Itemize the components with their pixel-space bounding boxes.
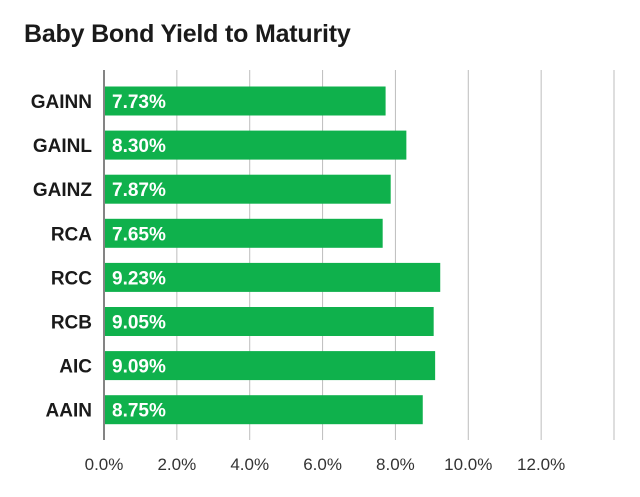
x-tick-label: 10.0% xyxy=(444,455,492,474)
data-label: 7.65% xyxy=(112,224,166,245)
category-labels: GAINN GAINL GAINZ RCA RCC RCB AIC AAIN xyxy=(31,92,93,422)
bar-gainz xyxy=(105,174,391,204)
data-label: 7.87% xyxy=(112,180,166,201)
bar-gainn xyxy=(105,86,386,116)
category-label: RCB xyxy=(51,313,92,334)
gridlines xyxy=(176,70,615,440)
data-label: 9.05% xyxy=(112,313,166,334)
category-label: AIC xyxy=(59,357,92,378)
bar-aic xyxy=(105,351,436,381)
x-tick-label: 0.0% xyxy=(85,455,124,474)
data-label: 9.09% xyxy=(112,357,166,378)
category-label: RCC xyxy=(51,268,92,289)
x-tick-label: 8.0% xyxy=(376,455,415,474)
bar-rcc xyxy=(105,262,441,292)
category-label: GAINN xyxy=(31,92,92,113)
bar-aain xyxy=(105,395,423,425)
x-tick-label: 12.0% xyxy=(517,455,565,474)
x-tick-label: 4.0% xyxy=(230,455,269,474)
data-label: 9.23% xyxy=(112,268,166,289)
bar-rcb xyxy=(105,307,434,336)
bar-gainl xyxy=(105,130,407,160)
data-label: 8.30% xyxy=(112,136,166,157)
bars xyxy=(105,86,441,425)
category-label: RCA xyxy=(51,224,92,245)
category-label: GAINL xyxy=(33,136,93,157)
data-labels: 7.73% 8.30% 7.87% 7.65% 9.23% 9.05% 9.09% 8.75% xyxy=(112,92,166,422)
x-tick-labels: 0.0% 2.0% 4.0% 6.0% 8.0% 10.0% 12.0% xyxy=(85,455,566,474)
x-tick-label: 2.0% xyxy=(157,455,196,474)
bar-rca xyxy=(105,218,383,248)
data-label: 8.75% xyxy=(112,401,166,422)
chart-title: Baby Bond Yield to Maturity xyxy=(24,20,351,48)
category-label: GAINZ xyxy=(33,180,93,201)
x-tick-label: 6.0% xyxy=(303,455,342,474)
data-label: 7.73% xyxy=(112,92,166,113)
category-label: AAIN xyxy=(46,401,92,422)
